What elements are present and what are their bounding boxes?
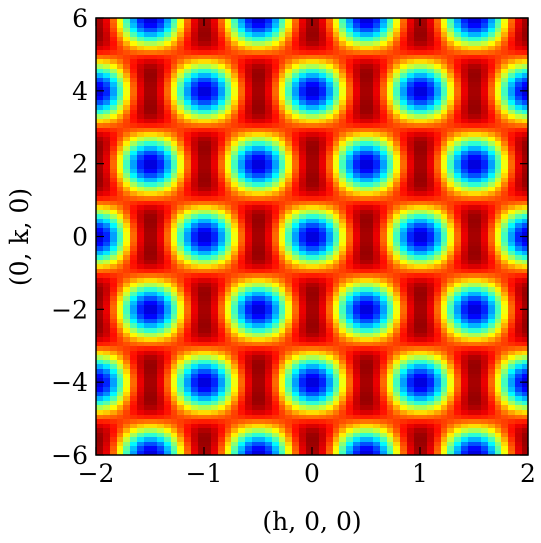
x-tick-label: 1 (412, 459, 428, 488)
x-axis-ticks: −2 −1 0 1 2 (78, 18, 536, 488)
y-tick-label: −2 (51, 295, 88, 324)
y-axis-label: (0, k, 0) (5, 188, 34, 286)
y-axis-ticks: −6 −4 −2 0 2 4 6 (51, 4, 528, 470)
x-tick-label: −1 (186, 459, 223, 488)
x-tick-label: 0 (304, 459, 320, 488)
heatmap-image (96, 18, 528, 455)
y-tick-label: 6 (72, 4, 88, 33)
x-tick-label: 2 (520, 459, 536, 488)
y-tick-label: −4 (51, 368, 88, 397)
x-tick-label: −2 (78, 459, 115, 488)
plot-frame (95, 17, 529, 456)
x-axis-label: (h, 0, 0) (262, 507, 361, 536)
y-tick-label: 4 (72, 77, 88, 106)
y-tick-label: 0 (72, 223, 88, 252)
y-tick-label: −6 (51, 441, 88, 470)
y-tick-label: 2 (72, 150, 88, 179)
